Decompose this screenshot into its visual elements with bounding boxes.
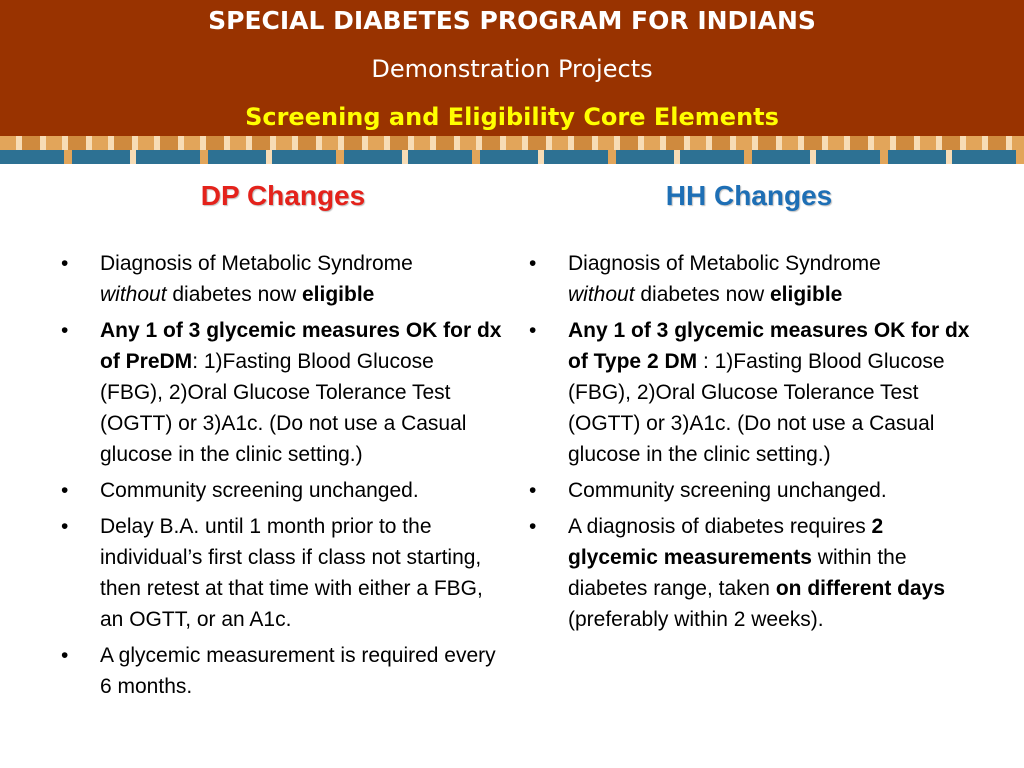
dp-changes-list: • Diagnosis of Metabolic Syndrome without … (56, 248, 502, 702)
section-title: Screening and Eligibility Core Elements (245, 103, 779, 131)
page-subtitle: Demonstration Projects (371, 55, 653, 83)
item-text: A glycemic measurement is required every… (100, 644, 496, 698)
item-text-bold: on different days (775, 577, 946, 600)
bullet-icon: • (61, 479, 69, 502)
hh-changes-column: HH Changes • Diagnosis of Metabolic Syndr… (524, 172, 974, 640)
hh-changes-list: • Diagnosis of Metabolic Syndrome without … (524, 248, 974, 635)
bullet-icon: • (61, 515, 69, 538)
list-item: • Community screening unchanged. (56, 475, 502, 506)
list-item: • Diagnosis of Metabolic Syndrome without … (56, 248, 502, 310)
item-text: (preferably within 2 weeks). (568, 608, 824, 631)
item-text-bold: Any 1 of 3 glycemic measures OK for dx o… (568, 319, 970, 373)
item-text: Delay B.A. until 1 month prior to the in… (100, 515, 483, 631)
item-text-bold: 2 glycemic measurements (568, 515, 884, 569)
item-text: : 1)Fasting Blood Glucose (FBG), 2)Oral … (100, 350, 467, 466)
item-text-bold: eligible (769, 283, 843, 306)
decorative-band-bottom (0, 150, 1024, 164)
decorative-band-top (0, 136, 1024, 150)
item-text: within the diabetes range, taken (568, 546, 907, 600)
item-text: diabetes now (634, 283, 770, 306)
dp-changes-heading: DP Changes (200, 180, 366, 211)
item-text: Community screening unchanged. (568, 479, 887, 502)
item-text: : 1)Fasting Blood Glucose (FBG), 2)Oral … (568, 350, 945, 466)
item-text-bold: eligible (301, 283, 375, 306)
hh-changes-heading: HH Changes (665, 180, 833, 211)
list-item: • A glycemic measurement is required ever… (56, 640, 502, 702)
item-text: diabetes now (166, 283, 302, 306)
item-text: A diagnosis of diabetes requires (568, 515, 872, 538)
list-item: • Community screening unchanged. (524, 475, 974, 506)
bullet-icon: • (529, 479, 537, 502)
list-item: • Diagnosis of Metabolic Syndrome without … (524, 248, 974, 310)
item-text-bold: Any 1 of 3 glycemic measures OK for dx o… (100, 319, 502, 373)
bullet-icon: • (529, 319, 537, 342)
item-text: Community screening unchanged. (100, 479, 419, 502)
header-banner: SPECIAL DIABETES PROGRAM FOR INDIANS Dem… (0, 0, 1024, 136)
list-item: • Any 1 of 3 glycemic measures OK for dx … (524, 315, 974, 470)
item-text: Diagnosis of Metabolic Syndrome (100, 252, 413, 275)
item-text-italic: without (100, 283, 167, 306)
item-text: Diagnosis of Metabolic Syndrome (568, 252, 881, 275)
dp-changes-column: DP Changes • Diagnosis of Metabolic Syndr… (56, 172, 502, 707)
list-item: • Delay B.A. until 1 month prior to the i… (56, 511, 502, 635)
page-title: SPECIAL DIABETES PROGRAM FOR INDIANS (208, 6, 816, 35)
bullet-icon: • (61, 252, 69, 275)
bullet-icon: • (61, 319, 69, 342)
bullet-icon: • (61, 644, 69, 667)
bullet-icon: • (529, 252, 537, 275)
list-item: • Any 1 of 3 glycemic measures OK for dx … (56, 315, 502, 470)
item-text-italic: without (568, 283, 635, 306)
bullet-icon: • (529, 515, 537, 538)
list-item: • A diagnosis of diabetes requires 2 glyc… (524, 511, 974, 635)
